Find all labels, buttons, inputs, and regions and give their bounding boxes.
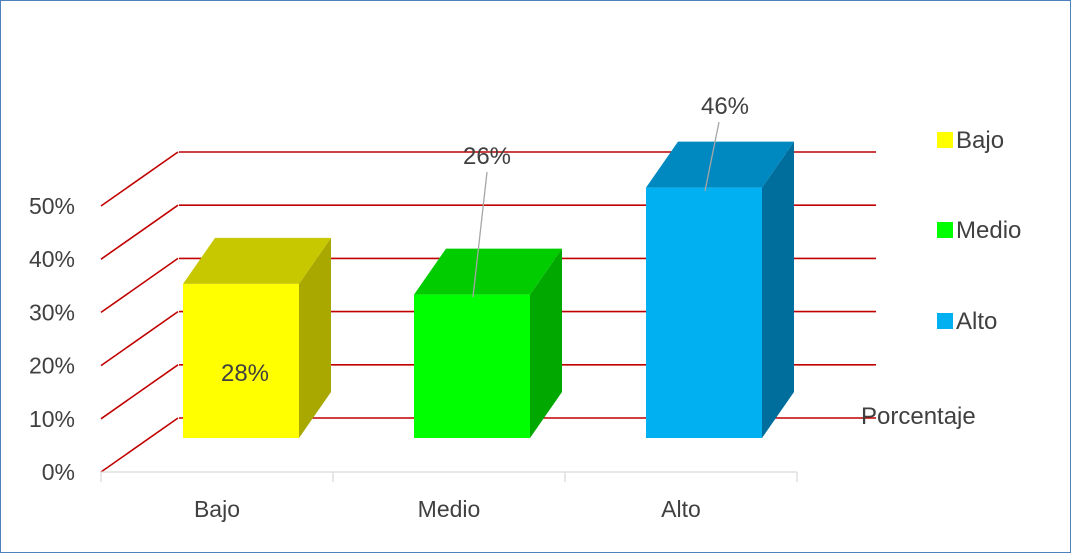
legend-swatch <box>937 132 953 148</box>
bar-bajo <box>183 283 299 438</box>
y-axis-ticks: 0% 10% 20% 30% 40% 50% <box>29 193 75 485</box>
y-tick-label: 50% <box>29 193 75 219</box>
legend: Bajo Medio Alto <box>937 127 1021 335</box>
bar-side-alto <box>762 141 794 438</box>
bar-side-bajo <box>299 237 331 438</box>
legend-label: Bajo <box>956 127 1004 154</box>
bar-medio <box>414 294 530 438</box>
y-tick-label: 30% <box>29 299 75 325</box>
x-tick-label: Alto <box>661 496 701 522</box>
legend-label: Medio <box>956 217 1021 244</box>
data-label: 46% <box>701 93 749 120</box>
data-labels: 28% 26% 46% <box>221 93 749 387</box>
y-tick-label: 10% <box>29 406 75 432</box>
x-tick-label: Bajo <box>194 496 240 522</box>
legend-item-alto: Alto <box>937 308 997 335</box>
x-axis <box>100 471 798 482</box>
x-axis-ticks: Bajo Medio Alto <box>194 496 701 522</box>
gridline-side <box>100 151 179 207</box>
legend-swatch <box>937 222 953 238</box>
bar-side-medio <box>530 248 562 438</box>
legend-label: Alto <box>956 308 997 335</box>
series-label: Porcentaje <box>861 403 976 430</box>
y-tick-label: 0% <box>42 459 75 485</box>
y-tick-label: 20% <box>29 353 75 379</box>
x-tick-label: Medio <box>418 496 481 522</box>
bar-top-medio <box>414 248 562 295</box>
gridline-side <box>100 417 179 473</box>
legend-item-bajo: Bajo <box>937 127 1004 154</box>
bars <box>183 141 794 438</box>
bar-top-bajo <box>183 237 331 284</box>
gridline-side <box>100 257 179 314</box>
data-label: 26% <box>463 143 511 170</box>
data-label: 28% <box>221 360 269 387</box>
gridline-side <box>100 364 179 420</box>
bar-alto <box>646 187 762 438</box>
data-label-leader <box>472 171 488 298</box>
bar-top-alto <box>646 141 794 188</box>
gridline-side <box>100 310 179 367</box>
legend-swatch <box>937 313 953 329</box>
gridline-side <box>100 204 179 260</box>
legend-item-medio: Medio <box>937 217 1021 244</box>
y-tick-label: 40% <box>29 246 75 272</box>
data-label-leader <box>704 121 720 192</box>
